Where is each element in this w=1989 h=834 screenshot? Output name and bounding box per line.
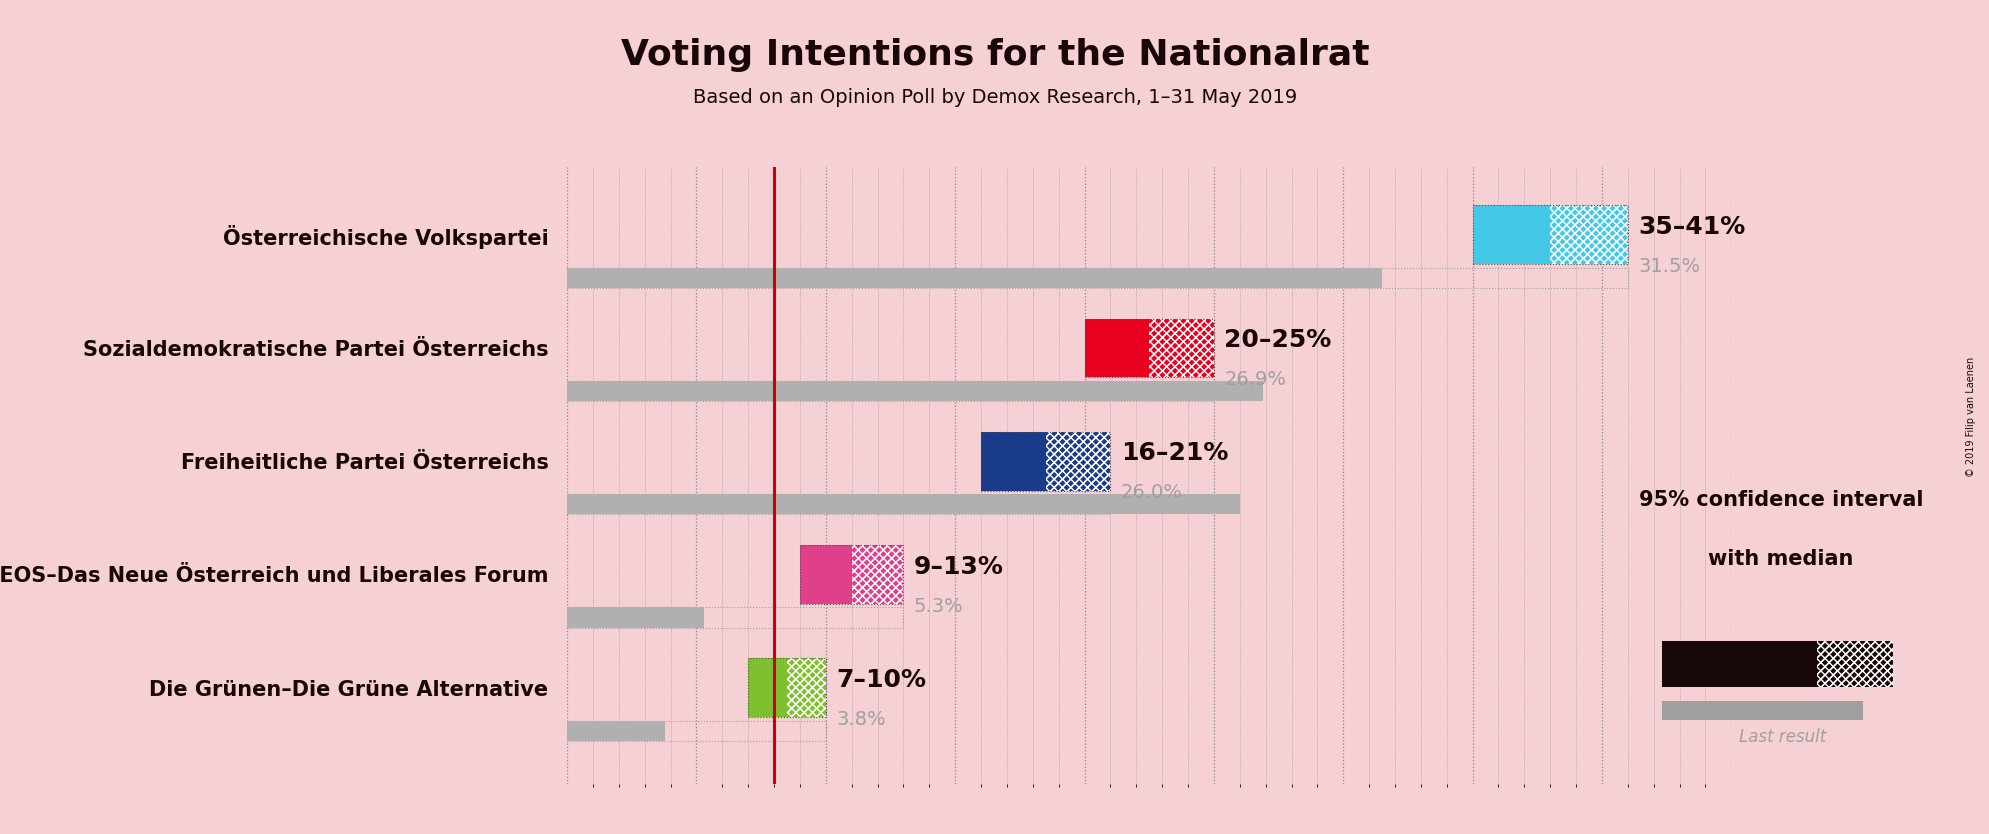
Bar	[567, 607, 704, 628]
Bar	[1046, 432, 1110, 490]
Bar	[786, 658, 825, 717]
Bar	[1472, 205, 1549, 264]
Bar	[1084, 319, 1148, 378]
Bar	[800, 545, 851, 604]
Bar	[1549, 205, 1627, 264]
Bar	[1046, 432, 1110, 490]
Text: 95% confidence interval: 95% confidence interval	[1639, 490, 1921, 510]
Bar	[1816, 641, 1892, 687]
Bar	[1549, 205, 1627, 264]
Bar	[1816, 641, 1892, 687]
Text: 16–21%: 16–21%	[1120, 441, 1227, 465]
Text: Voting Intentions for the Nationalrat: Voting Intentions for the Nationalrat	[621, 38, 1368, 72]
Bar	[851, 545, 903, 604]
Bar	[567, 381, 1263, 401]
Text: with median: with median	[1707, 549, 1854, 569]
Bar	[567, 494, 1239, 515]
Text: Based on an Opinion Poll by Demox Research, 1–31 May 2019: Based on an Opinion Poll by Demox Resear…	[692, 88, 1297, 107]
Text: Last result: Last result	[1738, 728, 1826, 746]
Bar	[567, 268, 1380, 288]
Text: 20–25%: 20–25%	[1223, 328, 1331, 352]
Bar	[1148, 319, 1213, 378]
Bar	[1661, 701, 1862, 720]
Text: 7–10%: 7–10%	[835, 668, 925, 691]
Text: 5.3%: 5.3%	[913, 596, 963, 615]
Bar	[567, 721, 664, 741]
Bar	[748, 658, 786, 717]
Bar	[786, 658, 825, 717]
Text: © 2019 Filip van Laenen: © 2019 Filip van Laenen	[1965, 357, 1975, 477]
Text: 9–13%: 9–13%	[913, 555, 1002, 579]
Text: 31.5%: 31.5%	[1637, 257, 1699, 276]
Text: 26.9%: 26.9%	[1223, 370, 1285, 389]
Bar	[1661, 641, 1816, 687]
Bar	[851, 545, 903, 604]
Text: 35–41%: 35–41%	[1637, 215, 1744, 239]
Text: 3.8%: 3.8%	[835, 710, 885, 729]
Bar	[981, 432, 1044, 490]
Text: 26.0%: 26.0%	[1120, 484, 1181, 502]
Bar	[1148, 319, 1213, 378]
